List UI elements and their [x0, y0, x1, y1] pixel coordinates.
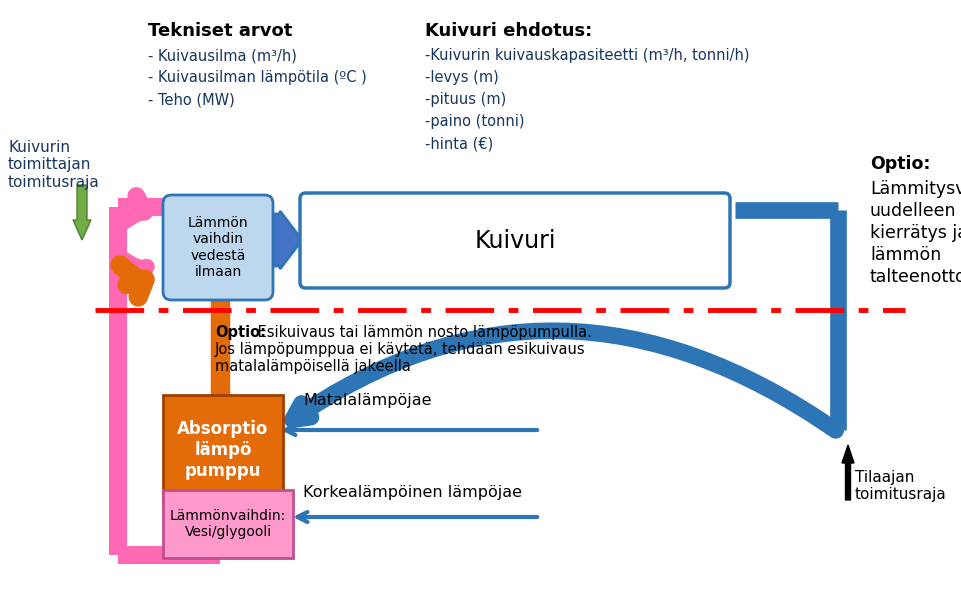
Text: Lämmön
vaihdin
vedestä
ilmaan: Lämmön vaihdin vedestä ilmaan	[187, 216, 248, 279]
Text: Tilaajan
toimitusraja: Tilaajan toimitusraja	[854, 470, 946, 502]
Text: kierrätys ja: kierrätys ja	[869, 224, 961, 242]
Text: -paino (tonni): -paino (tonni)	[425, 114, 524, 129]
FancyArrow shape	[270, 211, 302, 269]
Text: talteenotto: talteenotto	[869, 268, 961, 286]
Text: matalalämpöisellä jakeella: matalalämpöisellä jakeella	[214, 359, 410, 374]
Text: Kuivuri ehdotus:: Kuivuri ehdotus:	[425, 22, 592, 40]
Bar	[162, 395, 283, 505]
FancyArrow shape	[841, 445, 853, 500]
Text: -hinta (€): -hinta (€)	[425, 136, 493, 151]
Text: Optio:: Optio:	[214, 325, 266, 340]
Text: Optio:: Optio:	[869, 155, 929, 173]
Text: -levys (m): -levys (m)	[425, 70, 498, 85]
Text: Korkealämpöinen lämpöjae: Korkealämpöinen lämpöjae	[303, 485, 522, 500]
FancyBboxPatch shape	[162, 195, 273, 300]
Text: - Kuivausilma (m³/h): - Kuivausilma (m³/h)	[148, 48, 297, 63]
Text: Lämmitysveden: Lämmitysveden	[869, 180, 961, 198]
Text: - Teho (MW): - Teho (MW)	[148, 92, 234, 107]
Text: - Kuivausilman lämpötila (ºC ): - Kuivausilman lämpötila (ºC )	[148, 70, 366, 85]
Text: uudelleen: uudelleen	[869, 202, 955, 220]
Text: Tekniset arvot: Tekniset arvot	[148, 22, 292, 40]
Text: lämmön: lämmön	[869, 246, 940, 264]
FancyBboxPatch shape	[300, 193, 729, 288]
Text: Jos lämpöpumppua ei käytetä, tehdään esikuivaus: Jos lämpöpumppua ei käytetä, tehdään esi…	[214, 342, 585, 357]
Bar	[162, 490, 293, 558]
Text: Matalalämpöjae: Matalalämpöjae	[303, 393, 431, 408]
Text: Kuivuri: Kuivuri	[474, 228, 555, 252]
FancyArrow shape	[73, 185, 91, 240]
Text: Lämmönvaihdin:
Vesi/glygooli: Lämmönvaihdin: Vesi/glygooli	[170, 509, 285, 539]
Text: -pituus (m): -pituus (m)	[425, 92, 505, 107]
Text: Absorptio
lämpö
pumppu: Absorptio lämpö pumppu	[177, 420, 268, 480]
Text: Esikuivaus tai lämmön nosto lämpöpumpulla.: Esikuivaus tai lämmön nosto lämpöpumpull…	[253, 325, 591, 340]
Text: Kuivurin
toimittajan
toimitusraja: Kuivurin toimittajan toimitusraja	[8, 140, 100, 190]
Text: -Kuivurin kuivauskapasiteetti (m³/h, tonni/h): -Kuivurin kuivauskapasiteetti (m³/h, ton…	[425, 48, 749, 63]
